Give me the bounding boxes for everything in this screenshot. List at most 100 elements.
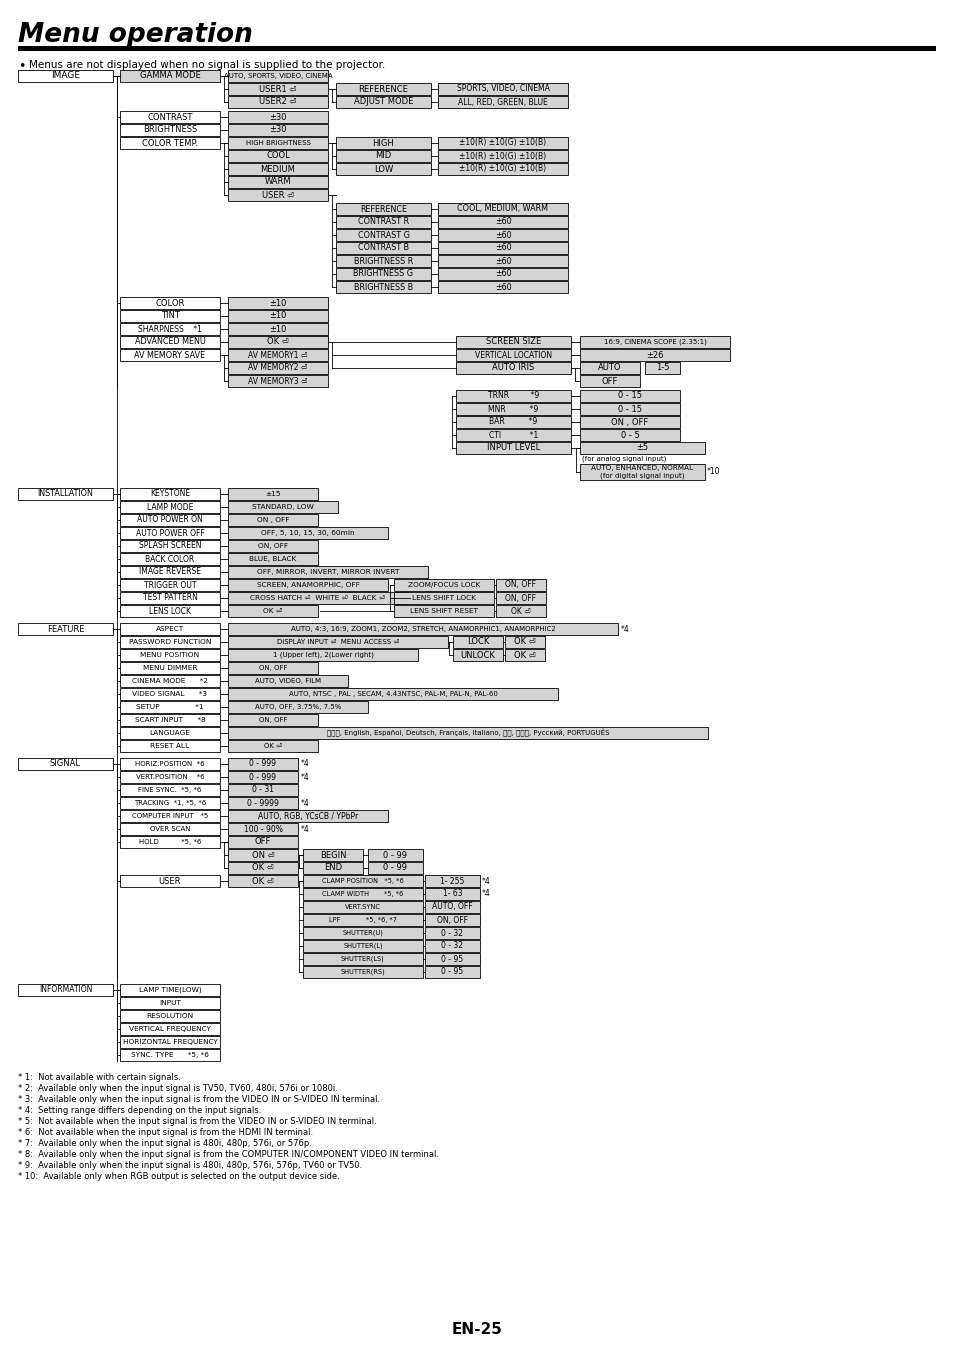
Bar [303, 888, 422, 900]
Text: SCART INPUT      *8: SCART INPUT *8 [134, 717, 205, 724]
Bar [18, 46, 935, 51]
Text: * 1:  Not available with certain signals.: * 1: Not available with certain signals. [18, 1073, 181, 1081]
Text: * 4:  Setting range differs depending on the input signals.: * 4: Setting range differs depending on … [18, 1106, 261, 1115]
Bar [120, 1023, 220, 1035]
Bar [504, 636, 544, 648]
Text: BEGIN: BEGIN [319, 850, 346, 860]
Bar [120, 662, 220, 674]
Bar [228, 501, 337, 513]
Bar [228, 605, 317, 617]
Text: BACK COLOR: BACK COLOR [145, 555, 194, 563]
Bar [228, 740, 317, 752]
Text: AUTO POWER OFF: AUTO POWER OFF [135, 528, 204, 537]
Text: 0 - 5: 0 - 5 [620, 431, 639, 440]
Text: AV MEMORY1 ⏎: AV MEMORY1 ⏎ [248, 351, 307, 359]
Text: AUTO IRIS: AUTO IRIS [492, 363, 534, 373]
Bar [228, 150, 328, 162]
Text: SHUTTER(U): SHUTTER(U) [342, 930, 383, 937]
Bar [303, 953, 422, 965]
Text: HORIZONTAL FREQUENCY: HORIZONTAL FREQUENCY [122, 1040, 217, 1045]
Text: *4: *4 [481, 876, 490, 886]
Bar [228, 70, 328, 82]
Bar [228, 514, 317, 526]
Text: TRNR         *9: TRNR *9 [487, 392, 538, 401]
Text: Menus are not displayed when no signal is supplied to the projector.: Menus are not displayed when no signal i… [29, 59, 385, 70]
Bar [228, 96, 328, 108]
Bar [303, 849, 363, 861]
Bar [120, 323, 220, 335]
Bar [579, 416, 679, 428]
Text: CONTRAST B: CONTRAST B [357, 243, 409, 252]
Text: ON, OFF: ON, OFF [436, 915, 468, 925]
Bar [303, 863, 363, 873]
Text: ±60: ±60 [495, 217, 511, 227]
Text: KEYSTONE: KEYSTONE [150, 490, 190, 498]
Text: OFF: OFF [254, 837, 271, 846]
Bar [228, 810, 388, 822]
Bar [228, 675, 348, 687]
Text: ±26: ±26 [645, 351, 663, 359]
Bar [120, 810, 220, 822]
Bar [456, 336, 571, 348]
Text: BAR          *9: BAR *9 [489, 417, 537, 427]
Bar [120, 757, 220, 769]
Text: CINEMA MODE      *2: CINEMA MODE *2 [132, 678, 208, 684]
Text: ADVANCED MENU: ADVANCED MENU [134, 338, 205, 347]
Text: LENS SHIFT LOCK: LENS SHIFT LOCK [412, 595, 476, 601]
Text: ±10: ±10 [269, 324, 287, 333]
Text: IMAGE: IMAGE [51, 72, 80, 81]
Text: ON , OFF: ON , OFF [611, 417, 648, 427]
Text: USER ⏎: USER ⏎ [262, 190, 294, 200]
Text: 日本語, English, Español, Deutsch, Français, Italiano, 中文, 한국어, Русский, PORTUGUÊS: 日本語, English, Español, Deutsch, Français… [327, 729, 609, 737]
Bar [228, 849, 297, 861]
Text: OFF: OFF [601, 377, 618, 386]
Bar [18, 622, 112, 634]
Text: END: END [324, 864, 342, 872]
Bar [303, 914, 422, 926]
Bar [456, 404, 571, 414]
Bar [579, 464, 704, 481]
Text: OFF, MIRROR, INVERT, MIRROR INVERT: OFF, MIRROR, INVERT, MIRROR INVERT [256, 568, 399, 575]
Text: ±60: ±60 [495, 282, 511, 292]
Text: 0 - 32: 0 - 32 [441, 941, 463, 950]
Bar [579, 404, 679, 414]
Text: RESOLUTION: RESOLUTION [146, 1012, 193, 1019]
Text: ON ⏎: ON ⏎ [252, 850, 274, 860]
Text: 0 - 15: 0 - 15 [618, 405, 641, 413]
Text: TINT: TINT [160, 312, 179, 320]
Text: ±10(R) ±10(G) ±10(B): ±10(R) ±10(G) ±10(B) [459, 151, 546, 161]
Bar [120, 1035, 220, 1048]
Text: AUTO, OFF: AUTO, OFF [432, 903, 473, 911]
Text: SIGNAL: SIGNAL [50, 760, 81, 768]
Bar [579, 362, 639, 374]
Text: ±15: ±15 [265, 491, 280, 497]
Text: INFORMATION: INFORMATION [39, 986, 92, 995]
Bar [496, 605, 545, 617]
Bar [228, 636, 448, 648]
Text: TEST PATTERN: TEST PATTERN [142, 594, 197, 602]
Text: ASPECT: ASPECT [155, 626, 184, 632]
Text: REFERENCE: REFERENCE [358, 85, 408, 93]
Bar [437, 242, 567, 254]
Bar [437, 82, 567, 94]
Text: VERT.SYNC: VERT.SYNC [345, 904, 380, 910]
Bar [437, 255, 567, 267]
Bar [228, 362, 328, 374]
Text: SYNC. TYPE      *5, *6: SYNC. TYPE *5, *6 [131, 1052, 209, 1058]
Bar [120, 514, 220, 526]
Text: ON, OFF: ON, OFF [257, 543, 288, 549]
Bar [120, 297, 220, 309]
Text: TRACKING  *1, *5, *6: TRACKING *1, *5, *6 [133, 801, 206, 806]
Text: AUTO, NTSC , PAL , SECAM, 4.43NTSC, PAL-M, PAL-N, PAL-60: AUTO, NTSC , PAL , SECAM, 4.43NTSC, PAL-… [288, 691, 497, 697]
Bar [228, 622, 618, 634]
Text: 0 - 95: 0 - 95 [441, 954, 463, 964]
Text: COLOR: COLOR [155, 298, 185, 308]
Text: LANGUAGE: LANGUAGE [150, 730, 191, 736]
Text: 1 (Upper left), 2(Lower right): 1 (Upper left), 2(Lower right) [273, 652, 373, 659]
Bar [424, 967, 479, 977]
Bar [456, 350, 571, 360]
Bar [437, 163, 567, 176]
Text: USER: USER [158, 876, 181, 886]
Bar [228, 728, 707, 738]
Bar [424, 940, 479, 952]
